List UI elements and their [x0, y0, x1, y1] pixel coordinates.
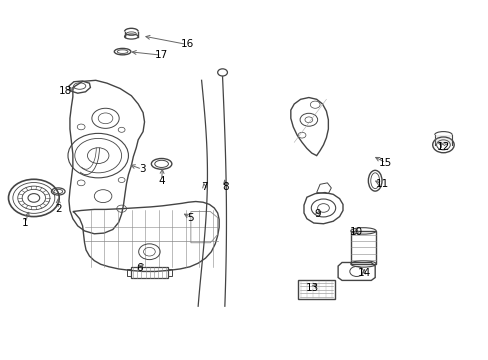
Text: 9: 9 [314, 209, 320, 219]
Text: 3: 3 [139, 164, 145, 174]
Text: 1: 1 [22, 218, 28, 228]
Text: 18: 18 [58, 86, 72, 96]
Text: 13: 13 [305, 283, 319, 293]
Text: 8: 8 [222, 182, 229, 192]
Text: 7: 7 [201, 182, 207, 192]
Text: 2: 2 [55, 204, 61, 215]
Text: 15: 15 [379, 158, 392, 168]
Text: 12: 12 [436, 142, 449, 152]
Text: 5: 5 [187, 213, 194, 222]
Text: 17: 17 [155, 50, 168, 60]
Text: 4: 4 [158, 176, 164, 186]
Text: 16: 16 [180, 40, 193, 49]
Text: 14: 14 [357, 267, 370, 278]
Text: 11: 11 [375, 179, 388, 189]
Text: 10: 10 [349, 227, 363, 237]
Text: 6: 6 [136, 263, 142, 273]
